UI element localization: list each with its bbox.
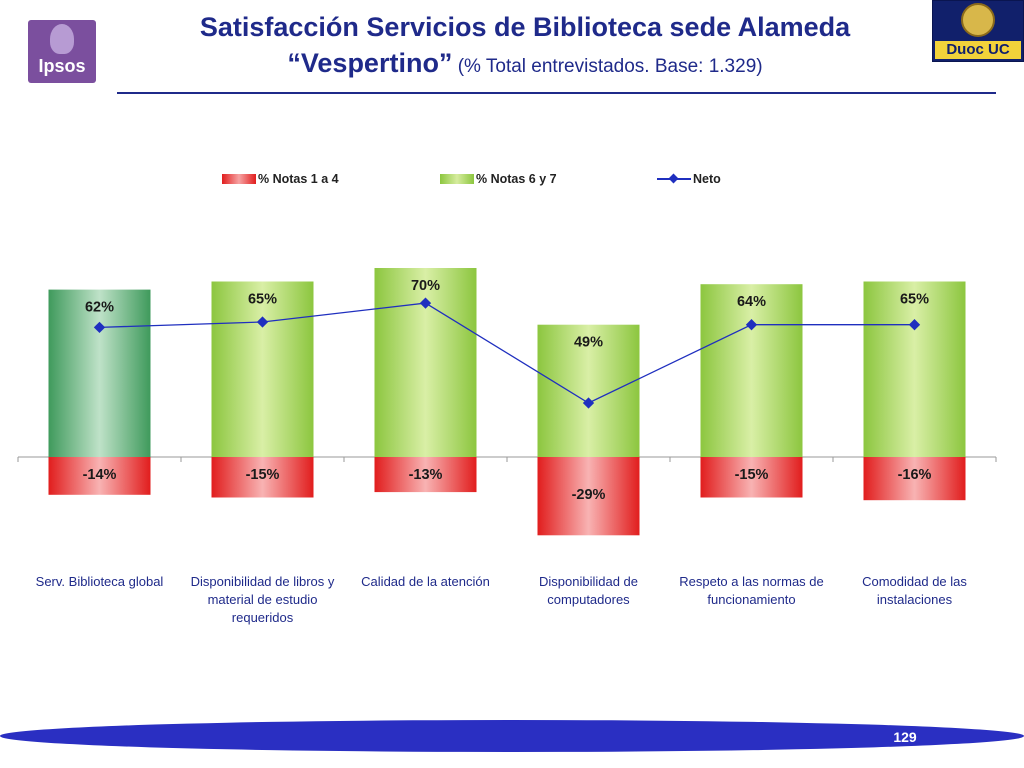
net-point xyxy=(908,319,921,331)
legend-item-positive: % Notas 6 y 7 xyxy=(440,170,557,188)
ipsos-logo: Ipsos xyxy=(28,20,96,83)
chart-title-line2: “Vespertino” (% Total entrevistados. Bas… xyxy=(110,48,940,79)
ipsos-logo-text: Ipsos xyxy=(38,56,86,76)
data-label-positive: 62% xyxy=(85,300,114,316)
legend-swatch-positive xyxy=(440,174,474,184)
legend-label-neto: Neto xyxy=(693,172,721,186)
category-label: Disponibilidad de computadores xyxy=(538,574,638,607)
duoc-uc-logo: Duoc UC xyxy=(932,0,1024,62)
data-label-negative: -13% xyxy=(409,467,443,483)
net-point xyxy=(745,319,758,331)
footer-band xyxy=(0,720,1024,752)
bar-negative xyxy=(211,457,314,498)
net-point xyxy=(419,297,432,309)
net-point xyxy=(582,397,595,409)
legend-label-positive: % Notas 6 y 7 xyxy=(476,172,557,186)
chart-title-emphasis: “Vespertino” xyxy=(287,48,453,78)
chart-title-line1: Satisfacción Servicios de Biblioteca sed… xyxy=(199,12,851,42)
bar-negative xyxy=(48,457,151,495)
data-label-negative: -15% xyxy=(735,467,769,483)
bar-negative xyxy=(863,457,966,501)
data-label-negative: -29% xyxy=(572,487,606,503)
bar-positive xyxy=(211,281,314,457)
category-label: Calidad de la atención xyxy=(361,574,490,589)
duoc-uc-crest xyxy=(961,3,995,37)
data-label-negative: -14% xyxy=(83,467,117,483)
legend-item-neto: Neto xyxy=(657,170,721,188)
title-divider xyxy=(117,92,996,94)
duoc-uc-logo-text: Duoc UC xyxy=(935,41,1021,59)
legend-swatch-neto xyxy=(657,174,691,184)
category-label: Respeto a las normas de funcionamiento xyxy=(679,574,824,607)
chart-legend: % Notas 1 a 4 % Notas 6 y 7 Neto xyxy=(0,170,1024,188)
bar-negative xyxy=(537,457,640,536)
legend-item-negative: % Notas 1 a 4 xyxy=(222,170,339,188)
data-label-positive: 65% xyxy=(900,292,929,308)
legend-swatch-negative xyxy=(222,174,256,184)
data-label-negative: -15% xyxy=(246,467,280,483)
bar-positive xyxy=(374,268,477,457)
chart-subtitle: (% Total entrevistados. Base: 1.329) xyxy=(452,56,763,77)
data-label-positive: 65% xyxy=(248,292,277,308)
bar-positive xyxy=(537,324,640,457)
category-label: Comodidad de las instalaciones xyxy=(862,574,967,607)
bar-negative xyxy=(374,457,477,493)
data-label-negative: -16% xyxy=(898,467,932,483)
data-label-positive: 70% xyxy=(411,278,440,294)
bar-negative xyxy=(700,457,803,498)
bar-positive xyxy=(700,284,803,457)
bar-positive xyxy=(863,281,966,457)
data-label-positive: 64% xyxy=(737,294,766,310)
data-label-positive: 49% xyxy=(574,335,603,351)
category-label: Disponibilidad de libros y material de e… xyxy=(190,574,335,625)
page-number: 129 xyxy=(893,729,917,745)
category-label: Serv. Biblioteca global xyxy=(35,574,164,589)
net-point xyxy=(256,316,269,328)
net-line xyxy=(99,302,915,404)
ipsos-logo-mark xyxy=(50,24,74,54)
legend-label-negative: % Notas 1 a 4 xyxy=(258,172,339,186)
bar-positive xyxy=(48,289,151,457)
